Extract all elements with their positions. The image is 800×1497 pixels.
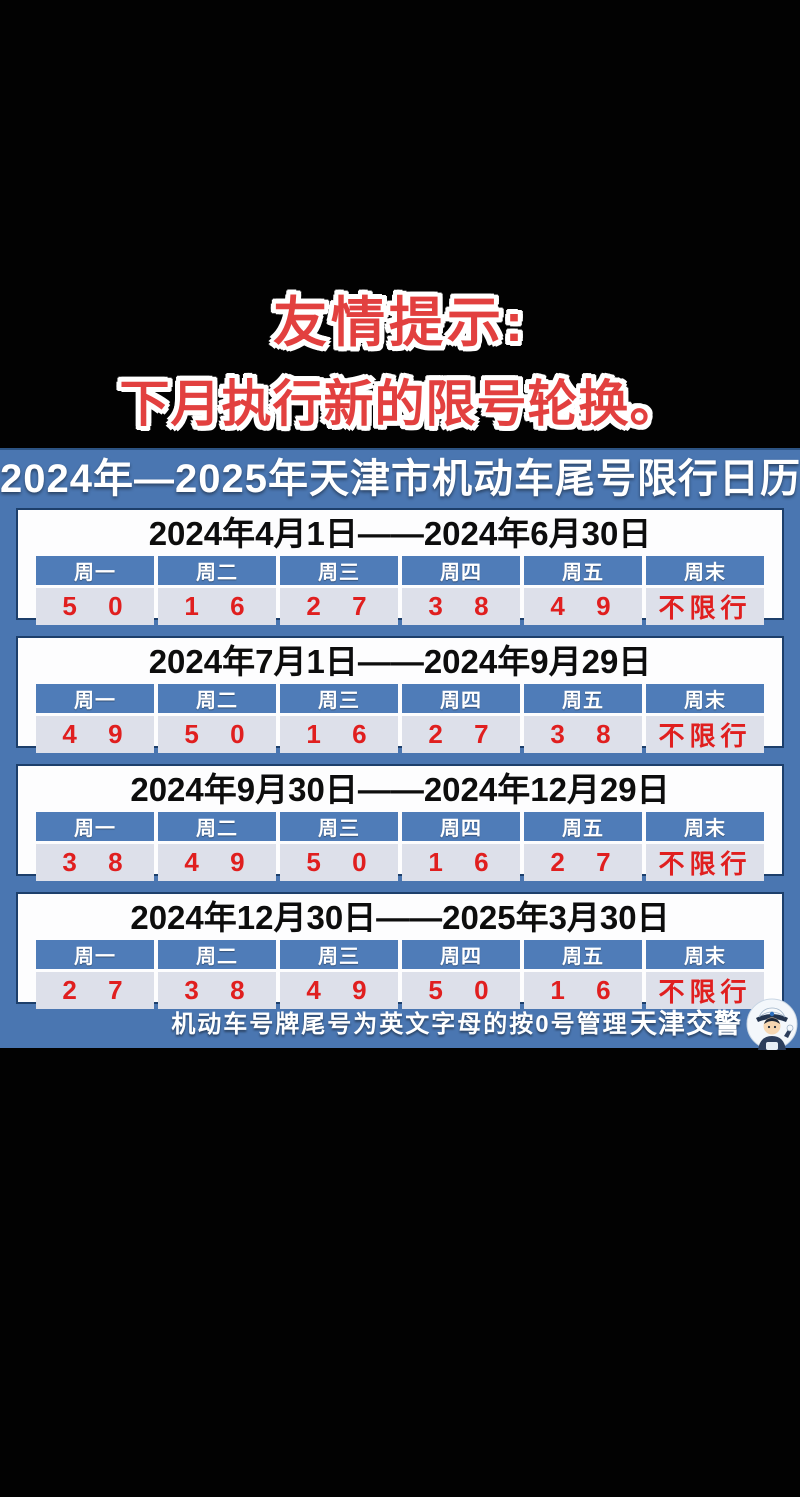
plate-number-cell: 2 7 xyxy=(402,716,520,753)
plate-number-cell: 2 7 xyxy=(280,588,398,625)
weekday-cell: 周五 xyxy=(524,940,642,969)
weekday-cell: 周三 xyxy=(280,812,398,841)
plate-number-cell: 1 6 xyxy=(402,844,520,881)
weekday-cell: 周三 xyxy=(280,684,398,713)
plate-number-cell: 1 6 xyxy=(158,588,276,625)
plate-number-row: 3 8 4 9 5 0 1 6 2 7 不限行 xyxy=(36,844,764,881)
tianjin-traffic-police-mascot-icon xyxy=(746,998,798,1050)
plate-number-cell: 4 9 xyxy=(280,972,398,1009)
weekday-header-row: 周一 周二 周三 周四 周五 周末 xyxy=(36,684,764,713)
weekday-cell: 周一 xyxy=(36,684,154,713)
plate-number-cell: 5 0 xyxy=(36,588,154,625)
weekday-cell: 周末 xyxy=(646,556,764,585)
plate-number-cell: 5 0 xyxy=(402,972,520,1009)
plate-number-cell: 2 7 xyxy=(524,844,642,881)
date-range-heading: 2024年9月30日——2024年12月29日 xyxy=(130,771,670,808)
weekday-cell: 周一 xyxy=(36,556,154,585)
weekday-cell: 周末 xyxy=(646,940,764,969)
weekday-cell: 周五 xyxy=(524,684,642,713)
weekday-cell: 周二 xyxy=(158,556,276,585)
plate-number-row: 2 7 3 8 4 9 5 0 1 6 不限行 xyxy=(36,972,764,1009)
no-restriction-cell: 不限行 xyxy=(646,972,764,1009)
weekday-cell: 周四 xyxy=(402,556,520,585)
letter-plate-note: 机动车号牌尾号为英文字母的按0号管理 xyxy=(171,1011,629,1038)
weekday-cell: 周一 xyxy=(36,940,154,969)
weekday-header-row: 周一 周二 周三 周四 周五 周末 xyxy=(36,940,764,969)
weekday-cell: 周一 xyxy=(36,812,154,841)
plate-number-cell: 3 8 xyxy=(36,844,154,881)
date-range-heading: 2024年4月1日——2024年6月30日 xyxy=(148,515,652,552)
notice-heading: 友情提示: xyxy=(273,293,527,353)
plate-number-cell: 2 7 xyxy=(36,972,154,1009)
plate-number-cell: 3 8 xyxy=(402,588,520,625)
date-range-heading: 2024年12月30日——2025年3月30日 xyxy=(130,899,670,936)
weekday-cell: 周五 xyxy=(524,812,642,841)
weekday-cell: 周三 xyxy=(280,940,398,969)
plate-number-cell: 3 8 xyxy=(158,972,276,1009)
plate-number-cell: 5 0 xyxy=(158,716,276,753)
restriction-table-q2-2024: 2024年4月1日——2024年6月30日 周一 周二 周三 周四 周五 周末 … xyxy=(16,508,784,625)
plate-number-cell: 4 9 xyxy=(524,588,642,625)
weekday-cell: 周二 xyxy=(158,684,276,713)
weekday-cell: 周四 xyxy=(402,812,520,841)
weekday-cell: 周二 xyxy=(158,812,276,841)
brand-name: 天津交警 xyxy=(630,1009,742,1039)
panel-footer: 机动车号牌尾号为英文字母的按0号管理 天津交警 xyxy=(0,998,800,1050)
weekday-cell: 周四 xyxy=(402,940,520,969)
no-restriction-cell: 不限行 xyxy=(646,588,764,625)
panel-title: 2024年—2025年天津市机动车尾号限行日历 xyxy=(0,457,800,501)
plate-number-cell: 5 0 xyxy=(280,844,398,881)
plate-number-cell: 4 9 xyxy=(158,844,276,881)
calendar-panel: 2024年—2025年天津市机动车尾号限行日历 2024年4月1日——2024年… xyxy=(0,448,800,1050)
restriction-table-q3-2024: 2024年7月1日——2024年9月29日 周一 周二 周三 周四 周五 周末 … xyxy=(16,636,784,753)
restriction-table-q4-2024: 2024年9月30日——2024年12月29日 周一 周二 周三 周四 周五 周… xyxy=(16,764,784,881)
plate-number-cell: 4 9 xyxy=(36,716,154,753)
no-restriction-cell: 不限行 xyxy=(646,844,764,881)
weekday-cell: 周末 xyxy=(646,812,764,841)
weekday-cell: 周三 xyxy=(280,556,398,585)
weekday-cell: 周四 xyxy=(402,684,520,713)
plate-number-cell: 1 6 xyxy=(524,972,642,1009)
weekday-cell: 周末 xyxy=(646,684,764,713)
no-restriction-cell: 不限行 xyxy=(646,716,764,753)
weekday-header-row: 周一 周二 周三 周四 周五 周末 xyxy=(36,556,764,585)
date-range-heading: 2024年7月1日——2024年9月29日 xyxy=(148,643,652,680)
weekday-header-row: 周一 周二 周三 周四 周五 周末 xyxy=(36,812,764,841)
weekday-cell: 周五 xyxy=(524,556,642,585)
plate-number-cell: 1 6 xyxy=(280,716,398,753)
plate-number-cell: 3 8 xyxy=(524,716,642,753)
plate-number-row: 5 0 1 6 2 7 3 8 4 9 不限行 xyxy=(36,588,764,625)
notice-subheading: 下月执行新的限号轮换。 xyxy=(119,376,681,432)
weekday-cell: 周二 xyxy=(158,940,276,969)
plate-number-row: 4 9 5 0 1 6 2 7 3 8 不限行 xyxy=(36,716,764,753)
restriction-table-q1-2025: 2024年12月30日——2025年3月30日 周一 周二 周三 周四 周五 周… xyxy=(16,892,784,1009)
